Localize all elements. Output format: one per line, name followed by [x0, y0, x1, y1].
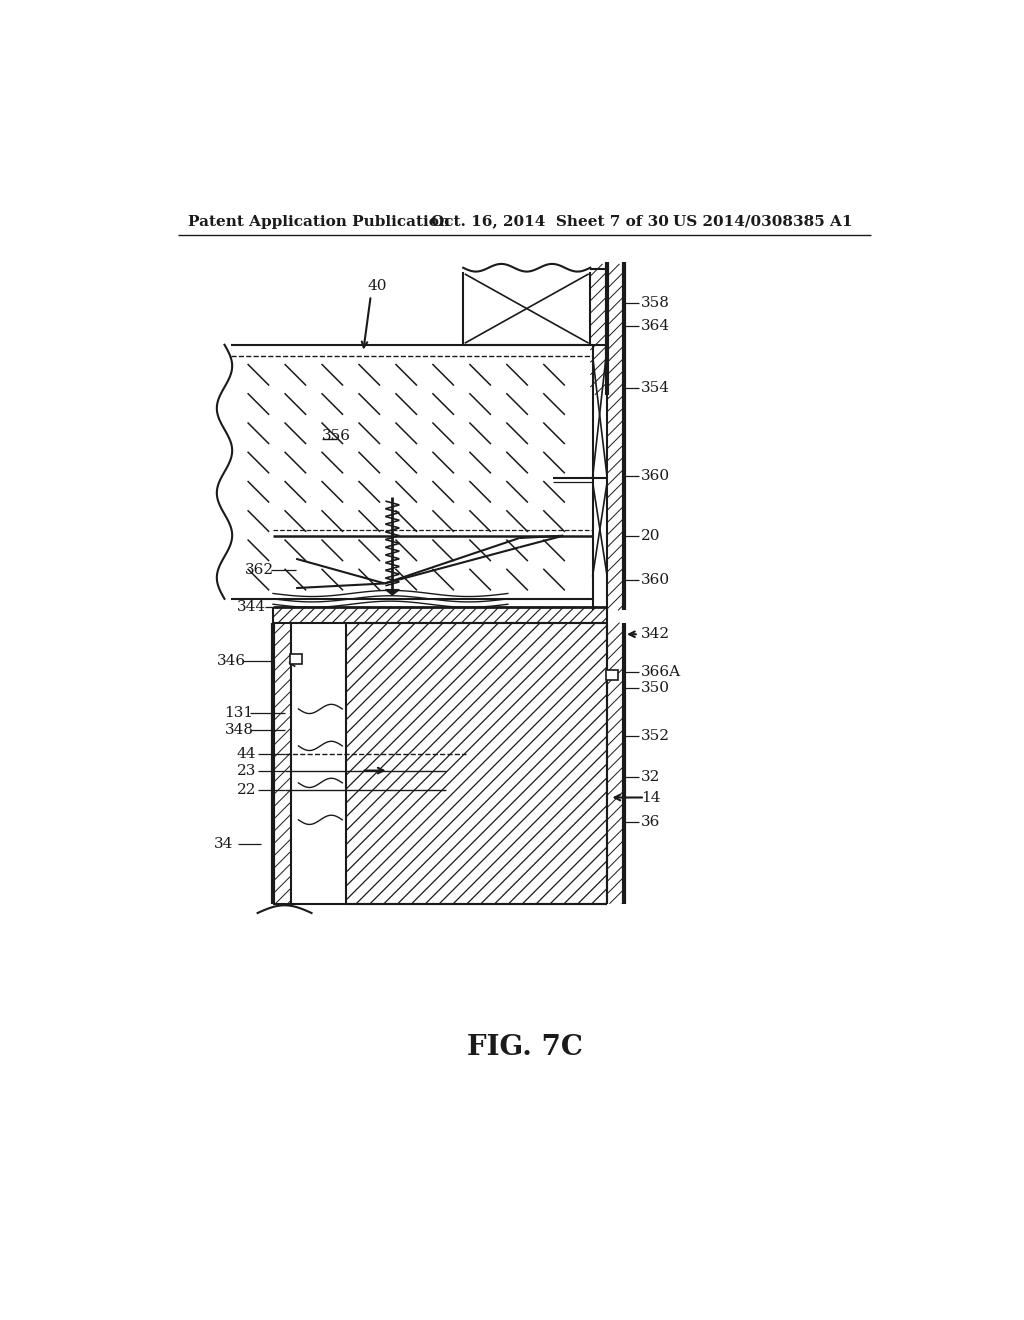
Text: FIG. 7C: FIG. 7C [467, 1035, 583, 1061]
Text: Patent Application Publication: Patent Application Publication [188, 215, 451, 228]
Text: 32: 32 [641, 770, 660, 784]
Text: 36: 36 [641, 816, 660, 829]
Text: 40: 40 [368, 280, 387, 293]
Text: 354: 354 [641, 381, 670, 395]
Text: 346: 346 [217, 655, 246, 668]
Text: 44: 44 [237, 747, 256, 760]
Text: 23: 23 [237, 763, 256, 777]
Text: 362: 362 [245, 564, 273, 577]
Text: 360: 360 [641, 469, 670, 483]
Text: 350: 350 [641, 681, 670, 696]
Text: 14: 14 [641, 791, 660, 804]
Text: 360: 360 [641, 573, 670, 587]
Text: 344: 344 [237, 599, 266, 614]
Text: 366A: 366A [641, 665, 681, 678]
Bar [605, 669, 617, 681]
Text: 20: 20 [641, 529, 660, 543]
Text: 22: 22 [237, 783, 256, 797]
Text: 352: 352 [641, 729, 670, 743]
Text: 34: 34 [214, 837, 233, 850]
Bar [290, 653, 302, 664]
Text: US 2014/0308385 A1: US 2014/0308385 A1 [674, 215, 853, 228]
Text: 342: 342 [641, 627, 670, 642]
Polygon shape [385, 590, 399, 595]
Text: Oct. 16, 2014  Sheet 7 of 30: Oct. 16, 2014 Sheet 7 of 30 [431, 215, 669, 228]
Text: 348: 348 [224, 723, 254, 737]
Text: 364: 364 [641, 319, 670, 333]
Text: 131: 131 [224, 706, 254, 719]
Text: 358: 358 [641, 296, 670, 310]
Text: 356: 356 [322, 429, 350, 442]
